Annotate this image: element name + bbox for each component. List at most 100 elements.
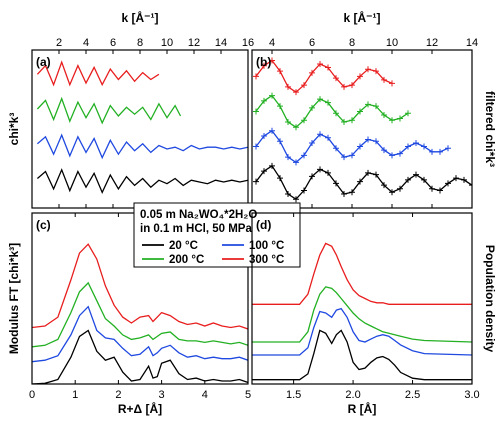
panel-label: (d) — [256, 218, 271, 232]
data-point — [429, 185, 435, 192]
series-line-2 — [36, 96, 182, 125]
data-point — [325, 99, 331, 106]
x-tick-label: 8 — [137, 37, 143, 49]
x-tick-label: 6 — [110, 37, 116, 49]
series-line-1 — [32, 305, 248, 363]
series-line-0 — [252, 329, 472, 381]
data-point — [469, 182, 472, 189]
x-tick-label: 12 — [426, 37, 438, 49]
y-axis-title: chi*k³ — [7, 113, 21, 146]
data-point — [253, 143, 259, 150]
data-point — [397, 150, 403, 157]
data-point — [293, 159, 299, 166]
data-point — [325, 134, 331, 141]
data-point — [389, 152, 395, 159]
data-point — [365, 169, 371, 176]
data-point — [261, 97, 267, 104]
data-point — [357, 108, 363, 115]
data-point — [269, 57, 275, 64]
legend: 0.05 m Na₂WO₄*2H₂O in 0.1 m HCl, 50 MPa 20… — [133, 202, 301, 268]
x-tick-label: 1.5 — [286, 389, 301, 401]
x-tick-label: 8 — [349, 37, 355, 49]
series-line-3 — [255, 59, 393, 93]
legend-title-line: 0.05 m Na₂WO₄*2H₂O — [140, 209, 257, 221]
data-point — [261, 133, 267, 140]
x-tick-label: 6 — [309, 37, 315, 49]
data-point — [341, 83, 347, 90]
x-tick-label: 2.0 — [345, 389, 360, 401]
data-point — [309, 104, 315, 111]
data-point — [397, 115, 403, 122]
x-axis-title: k [Å⁻¹] — [344, 10, 381, 25]
data-point — [405, 176, 411, 183]
data-point — [405, 143, 411, 150]
plot-frame — [31, 49, 249, 209]
data-point — [309, 140, 315, 147]
data-point — [357, 143, 363, 150]
data-point — [421, 143, 427, 150]
series-line-2 — [32, 281, 248, 348]
x-axis-title: k [Å⁻¹] — [122, 10, 159, 25]
x-tick-label: 14 — [215, 37, 227, 49]
data-point — [437, 148, 443, 155]
panel-label: (c) — [36, 218, 51, 232]
panel-a: 2 4 6 8 10 12 14 16 k [Å⁻¹] chi*k³ (a) — [7, 10, 254, 209]
data-point — [269, 162, 275, 169]
data-point — [389, 117, 395, 124]
data-point — [373, 68, 379, 75]
data-point — [349, 189, 355, 196]
data-point — [293, 124, 299, 131]
data-point — [301, 82, 307, 89]
data-point — [373, 103, 379, 110]
data-point — [277, 68, 283, 75]
data-point — [285, 154, 291, 161]
data-point — [381, 147, 387, 154]
data-point — [333, 110, 339, 117]
y-axis-title: Population density — [483, 245, 497, 353]
data-point — [285, 83, 291, 90]
x-tick-label: 2 — [56, 37, 62, 49]
data-point — [325, 64, 331, 71]
series-line-3 — [252, 242, 472, 305]
data-point — [261, 168, 267, 175]
series-line-0 — [255, 165, 472, 201]
data-point — [333, 75, 339, 82]
x-tick-label: 1 — [72, 389, 78, 401]
data-point — [397, 185, 403, 192]
x-tick-label: 4 — [83, 37, 89, 49]
data-point — [365, 101, 371, 108]
x-tick-label: 2 — [115, 389, 121, 401]
data-point — [357, 73, 363, 80]
x-tick-label: 4 — [269, 37, 275, 49]
series-line-0 — [36, 168, 248, 194]
series-line-1 — [252, 307, 472, 356]
panel-label: (a) — [36, 55, 51, 69]
panel-label: (b) — [256, 55, 271, 69]
data-point — [413, 140, 419, 147]
data-point — [381, 182, 387, 189]
data-point — [253, 178, 259, 185]
x-tick-label: 14 — [466, 37, 478, 49]
data-point — [365, 66, 371, 73]
panel-c: 0 1 2 3 4 5 R+Δ [Å] Modulus FT [chi*k³] (c) 0.05 … — [7, 202, 301, 416]
legend-box — [133, 202, 301, 268]
data-point — [341, 154, 347, 161]
legend-label: 200 °C — [169, 254, 204, 266]
data-point — [381, 76, 387, 83]
panel-b: 4 6 8 10 12 14 k [Å⁻¹] filtered chi*k³ (b) — [251, 10, 497, 209]
data-point — [325, 169, 331, 176]
x-tick-label: 3 — [159, 389, 165, 401]
data-point — [349, 152, 355, 159]
data-point — [285, 190, 291, 197]
data-point — [309, 69, 315, 76]
panel-d: 1.5 2.0 2.5 3.0 R [Å] Population density (d) — [251, 212, 497, 416]
plot-frame — [251, 212, 473, 385]
x-axis-title: R+Δ [Å] — [118, 401, 162, 416]
data-point — [269, 92, 275, 99]
y-axis-title: Modulus FT [chi*k³] — [7, 243, 21, 354]
data-point — [389, 80, 395, 87]
series-line-2 — [255, 94, 409, 129]
data-point — [445, 145, 451, 152]
data-point — [309, 173, 315, 180]
